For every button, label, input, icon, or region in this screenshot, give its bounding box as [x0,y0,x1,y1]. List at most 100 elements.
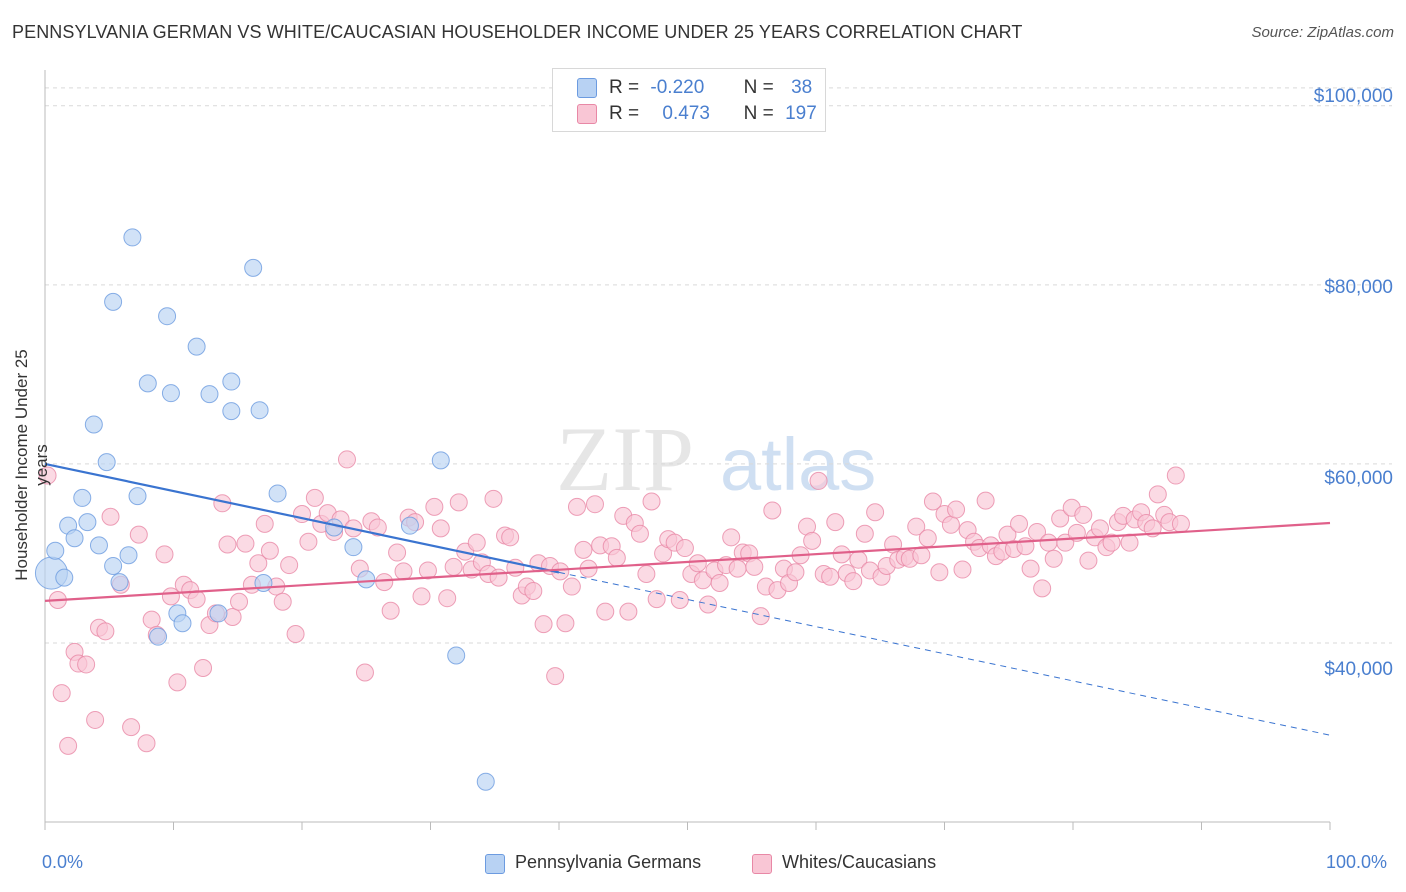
point-pennsylvania-germans [200,385,219,404]
correlation-legend: R = -0.220 N = 38 R = 0.473 N = 197 [552,68,826,132]
point-whites-caucasians [286,625,305,643]
point-pennsylvania-germans [268,484,287,503]
point-whites-caucasians [855,524,874,543]
point-pennsylvania-germans [119,546,138,565]
point-pennsylvania-germans [244,258,263,277]
legend-n-label: N = [743,77,774,98]
point-whites-caucasians [1079,551,1098,570]
point-whites-caucasians [1044,549,1063,568]
point-whites-caucasians [763,501,782,520]
point-whites-caucasians [137,734,156,753]
legend-r-value: 0.473 [662,103,710,124]
point-whites-caucasians [574,540,593,559]
y-axis-title: Householder Income Under 25 years [12,349,51,581]
legend-n-value: 38 [791,77,813,98]
point-pennsylvania-germans [476,772,495,791]
point-whites-caucasians [619,602,638,621]
point-whites-caucasians [947,500,966,519]
point-pennsylvania-germans [357,570,376,589]
point-whites-caucasians [647,590,666,609]
point-whites-caucasians [912,546,931,565]
point-whites-caucasians [675,539,694,558]
point-pennsylvania-germans [222,372,241,391]
bottom-legend-swatch-pink [752,854,772,874]
point-whites-caucasians [489,568,508,587]
point-whites-caucasians [394,562,413,581]
point-whites-caucasians [826,513,845,532]
point-whites-caucasians [786,563,805,582]
point-whites-caucasians [562,577,581,596]
x-tick-label-max: 100.0% [1326,852,1388,872]
point-whites-caucasians [803,531,822,550]
bottom-legend-label: Whites/Caucasians [782,852,937,872]
point-pennsylvania-germans [123,228,142,247]
point-whites-caucasians [866,503,885,522]
point-whites-caucasians [59,736,78,755]
point-whites-caucasians [438,589,457,608]
point-whites-caucasians [431,519,450,538]
point-whites-caucasians [953,560,972,579]
source-credit: Source: ZipAtlas.com [1251,24,1394,41]
point-whites-caucasians [501,528,520,547]
point-whites-caucasians [467,533,486,552]
point-whites-caucasians [1074,505,1093,524]
point-pennsylvania-germans [104,556,123,575]
bottom-legend-swatch-blue [485,854,505,874]
point-whites-caucasians [556,614,575,633]
point-whites-caucasians [722,528,741,547]
y-tick-label-80000: $80,000 [1324,277,1393,298]
point-whites-caucasians [1148,485,1167,504]
watermark-zip: ZIP [556,408,694,510]
bottom-legend-label: Pennsylvania Germans [515,852,702,872]
point-whites-caucasians [844,572,863,591]
point-whites-caucasians [637,565,656,584]
point-whites-caucasians [1166,466,1185,485]
legend-r-label: R = [609,103,640,124]
point-whites-caucasians [751,607,770,626]
point-whites-caucasians [194,659,213,678]
legend-n-value: 197 [785,103,817,124]
point-whites-caucasians [596,602,615,621]
point-whites-caucasians [1090,519,1109,538]
point-whites-caucasians [670,590,689,609]
y-tick-label-100000: $100,000 [1313,86,1393,107]
point-whites-caucasians [941,515,960,534]
point-whites-caucasians [1033,579,1052,598]
point-pennsylvania-germans [73,488,92,507]
point-whites-caucasians [122,718,141,737]
point-whites-caucasians [273,592,292,611]
point-whites-caucasians [142,610,161,629]
legend-r-label: R = [609,77,640,98]
point-pennsylvania-germans [78,513,97,532]
point-pennsylvania-germans [65,529,84,548]
point-whites-caucasians [155,545,174,564]
point-whites-caucasians [375,573,394,592]
point-whites-caucasians [38,466,57,485]
point-pennsylvania-germans [97,453,116,472]
point-pennsylvania-germans [128,487,147,506]
point-whites-caucasians [368,518,387,537]
point-whites-caucasians [1021,559,1040,578]
chart-title: PENNSYLVANIA GERMAN VS WHITE/CAUCASIAN H… [12,22,1023,42]
point-whites-caucasians [699,595,718,614]
point-whites-caucasians [129,525,148,544]
point-whites-caucasians [1102,533,1121,552]
point-whites-caucasians [168,673,187,692]
point-whites-caucasians [449,493,468,512]
point-whites-caucasians [444,557,463,576]
point-whites-caucasians [52,684,71,703]
point-whites-caucasians [976,491,995,510]
point-whites-caucasians [86,710,105,729]
point-whites-caucasians [832,545,851,564]
point-whites-caucasians [77,655,96,674]
legend-swatch-pink [577,104,597,124]
point-pennsylvania-germans [161,384,180,403]
point-whites-caucasians [236,534,255,553]
point-pennsylvania-germans [173,614,192,633]
trendline-pennsylvania-germans [44,462,560,574]
point-whites-caucasians [101,507,120,526]
point-whites-caucasians [728,559,747,578]
y-tick-label-40000: $40,000 [1324,659,1393,680]
point-pennsylvania-germans [447,646,466,665]
